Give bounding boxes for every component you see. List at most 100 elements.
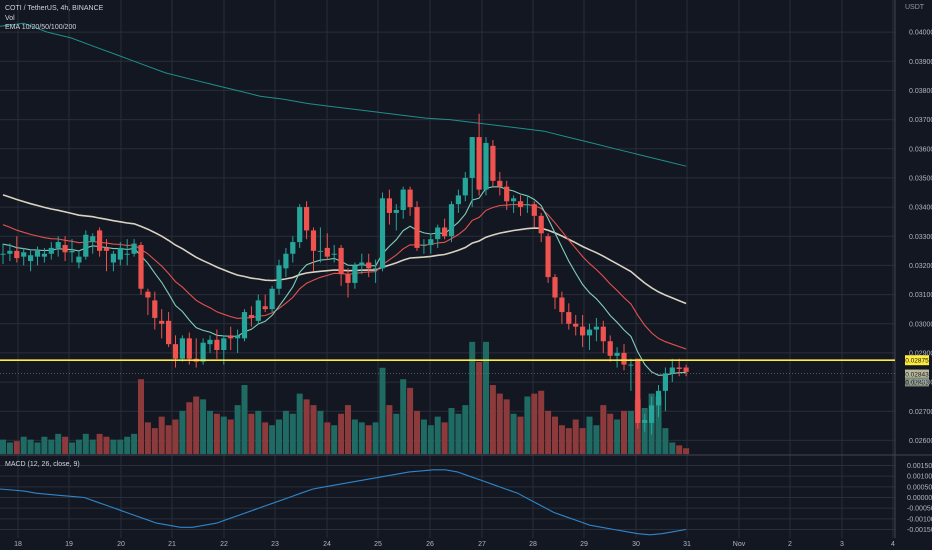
candle-body <box>469 137 475 178</box>
volume-bar <box>276 419 282 454</box>
candle-body <box>642 420 648 423</box>
date-tick-label: 4 <box>891 541 895 548</box>
volume-bar <box>96 433 103 454</box>
candle-body <box>497 180 503 187</box>
candle-body <box>172 344 179 359</box>
macd-tick-label: -0.00100 <box>907 516 932 523</box>
candle-body <box>407 189 413 208</box>
candle-body <box>221 338 227 350</box>
candle-body <box>262 306 268 310</box>
volume-bar <box>448 408 455 454</box>
volume-bar <box>20 436 27 454</box>
volume-bar <box>69 442 75 454</box>
volume-bar <box>572 419 579 454</box>
candle-body <box>373 268 379 270</box>
candle-body <box>138 245 144 289</box>
ema200-line <box>0 22 687 167</box>
volume-bar <box>227 419 234 454</box>
price-tick-label: 0.02900 <box>909 350 932 357</box>
candle-body <box>490 145 496 181</box>
candle-body <box>324 247 330 257</box>
macd-tick-label: 0.00100 <box>907 474 932 481</box>
candle-body <box>393 210 399 213</box>
date-tick-label: 19 <box>65 541 73 548</box>
candle-body <box>580 326 586 336</box>
date-tick-label: 25 <box>374 541 382 548</box>
candle-body <box>241 312 248 339</box>
date-tick-label: Nov <box>733 541 746 548</box>
ema-legend: EMA 10/20/50/100/200 <box>5 24 77 31</box>
candles <box>0 113 689 435</box>
candle-body <box>0 253 6 255</box>
volume-bar <box>144 422 151 454</box>
candle-body <box>435 227 441 240</box>
candle-body <box>345 274 351 283</box>
candle-body <box>131 243 137 254</box>
candle-body <box>566 312 572 324</box>
candle-body <box>517 201 524 208</box>
volume-bar <box>255 410 262 454</box>
volume-bar <box>34 442 41 454</box>
price-tick-label: 0.03700 <box>909 117 932 124</box>
volume-bar <box>496 393 503 454</box>
volume-bar <box>338 413 345 454</box>
volume-bar <box>517 416 524 454</box>
price-tick-label: 0.03400 <box>909 205 932 212</box>
volume-bar <box>552 416 558 454</box>
candle-body <box>338 247 344 275</box>
volume-bar <box>372 422 379 454</box>
candle-body <box>331 253 337 255</box>
candle-body <box>531 204 537 216</box>
volume-bar <box>593 425 600 454</box>
date-tick-label: 27 <box>478 541 486 548</box>
volume-bar <box>303 399 310 454</box>
date-tick-label: 2 <box>788 541 792 548</box>
volume-bar <box>41 436 48 454</box>
candle-body <box>228 335 234 339</box>
candle-body <box>442 227 448 237</box>
candle-body <box>379 198 386 269</box>
candle-body <box>34 250 41 257</box>
candle-body <box>455 195 461 205</box>
volume-bar <box>662 428 669 454</box>
macd-legend: MACD (12, 26, close, 9) <box>5 461 80 468</box>
candle-body <box>414 207 420 248</box>
symbol-legend: COTI / TetherUS, 4h, BINANCE <box>5 5 104 12</box>
candle-body <box>635 358 641 423</box>
candle-body <box>483 142 489 190</box>
volume-bar <box>207 410 213 454</box>
volume-bar <box>310 405 317 454</box>
candle-body <box>669 367 675 374</box>
candle-body <box>552 277 558 298</box>
candle-body <box>593 326 599 330</box>
volume-bar <box>89 439 96 454</box>
price-tick-label: 0.03500 <box>909 175 932 182</box>
ema20-line <box>2 203 687 350</box>
candle-body <box>110 253 116 263</box>
volume-bar <box>282 410 289 454</box>
current-price-tag <box>905 369 929 379</box>
candle-body <box>117 247 123 260</box>
macd-tick-label: 0.00150 <box>907 463 932 470</box>
volume-bar <box>586 416 593 454</box>
price-tick-label: 0.03800 <box>909 88 932 95</box>
volume-bar <box>289 413 296 454</box>
candle-body <box>41 253 47 257</box>
volume-bar <box>62 436 69 454</box>
candle-body <box>255 300 261 321</box>
volume-bar <box>13 441 20 454</box>
candle-body <box>614 352 620 356</box>
candle-body <box>628 364 634 366</box>
candle-body <box>662 373 668 391</box>
volume-bar <box>186 402 193 454</box>
volume-bar <box>220 416 227 454</box>
volume-bar <box>296 393 303 454</box>
candle-body <box>62 245 68 253</box>
candle-body <box>400 189 406 210</box>
volume-bar <box>241 385 248 454</box>
candle-body <box>90 236 96 243</box>
volume-bar <box>103 436 110 454</box>
candle-body <box>97 230 103 251</box>
